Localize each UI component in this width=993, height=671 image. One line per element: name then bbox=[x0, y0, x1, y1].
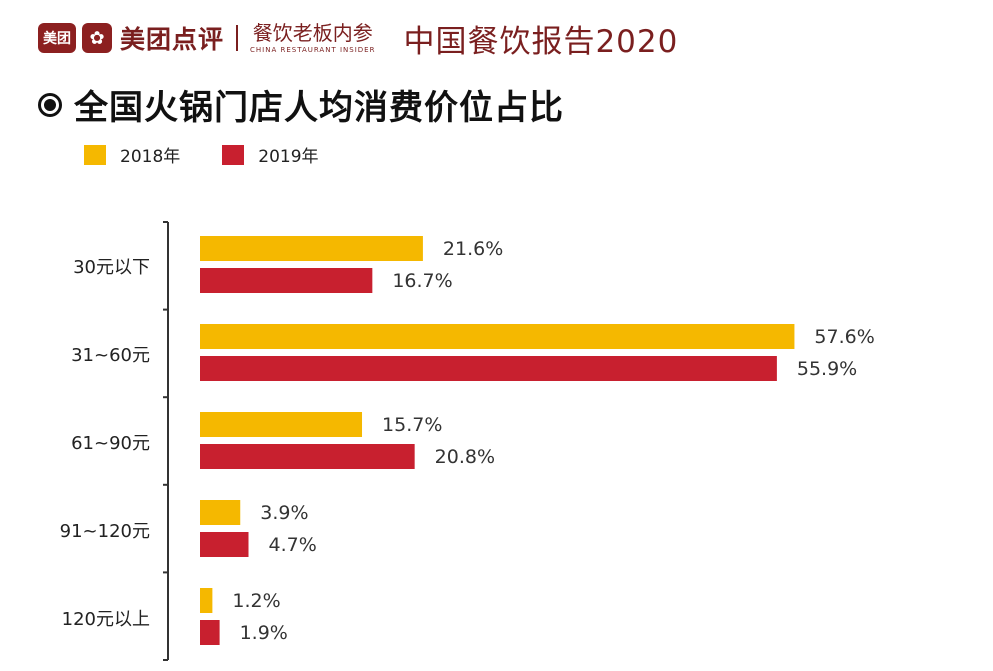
data-label: 1.9% bbox=[240, 622, 288, 644]
bar-2018 bbox=[200, 236, 423, 261]
brand-name: 美团点评 bbox=[120, 25, 225, 54]
data-label: 1.2% bbox=[232, 590, 280, 612]
legend-swatch-2018 bbox=[84, 144, 106, 165]
bar-2019 bbox=[200, 532, 249, 557]
bar-2018 bbox=[200, 500, 241, 525]
chart-legend: 2018年 2019年 bbox=[84, 142, 361, 167]
partner-logo-lettering: CHINA RESTAURANT INSIDER bbox=[250, 46, 376, 54]
data-label: 16.7% bbox=[392, 270, 452, 292]
data-label: 4.7% bbox=[269, 534, 317, 556]
report-header: 美团 ✿ 美团点评 餐饮老板内参 CHINA RESTAURANT INSIDE… bbox=[38, 18, 679, 60]
partner-logo: 餐饮老板内参 CHINA RESTAURANT INSIDER bbox=[250, 22, 375, 54]
header-divider bbox=[236, 25, 239, 51]
partner-name: 餐饮老板内参 bbox=[252, 21, 373, 45]
data-label: 3.9% bbox=[260, 502, 308, 524]
bar-2018 bbox=[200, 324, 795, 349]
meituan-logo: 美团 bbox=[38, 23, 76, 53]
legend-item-2019: 2019年 bbox=[222, 142, 319, 167]
bar-2018 bbox=[200, 588, 213, 613]
legend-swatch-2019 bbox=[222, 144, 245, 165]
bar-2019 bbox=[200, 268, 373, 293]
bar-2019 bbox=[200, 444, 415, 469]
category-label: 120元以上 bbox=[62, 609, 150, 630]
category-label: 30元以下 bbox=[73, 257, 150, 278]
data-label: 57.6% bbox=[814, 326, 874, 348]
legend-label-2018: 2018年 bbox=[120, 147, 181, 167]
chart-title-row: 全国火锅门店人均消费价位占比 bbox=[38, 80, 564, 129]
data-label: 15.7% bbox=[382, 414, 442, 436]
bar-2018 bbox=[200, 412, 363, 437]
data-label: 20.8% bbox=[435, 446, 495, 468]
category-label: 61~90元 bbox=[71, 433, 150, 454]
category-label: 91~120元 bbox=[60, 521, 150, 542]
chart-title: 全国火锅门店人均消费价位占比 bbox=[74, 88, 564, 128]
data-label: 21.6% bbox=[443, 238, 503, 260]
bar-2019 bbox=[200, 356, 777, 381]
report-title: 中国餐饮报告2020 bbox=[403, 23, 679, 60]
dianping-logo-icon: ✿ bbox=[82, 23, 112, 53]
data-label: 55.9% bbox=[797, 358, 857, 380]
bar-2019 bbox=[200, 620, 220, 645]
category-label: 31~60元 bbox=[71, 345, 150, 366]
legend-item-2018: 2018年 bbox=[84, 142, 180, 167]
legend-label-2019: 2019年 bbox=[258, 147, 319, 167]
bullseye-icon bbox=[38, 92, 62, 117]
